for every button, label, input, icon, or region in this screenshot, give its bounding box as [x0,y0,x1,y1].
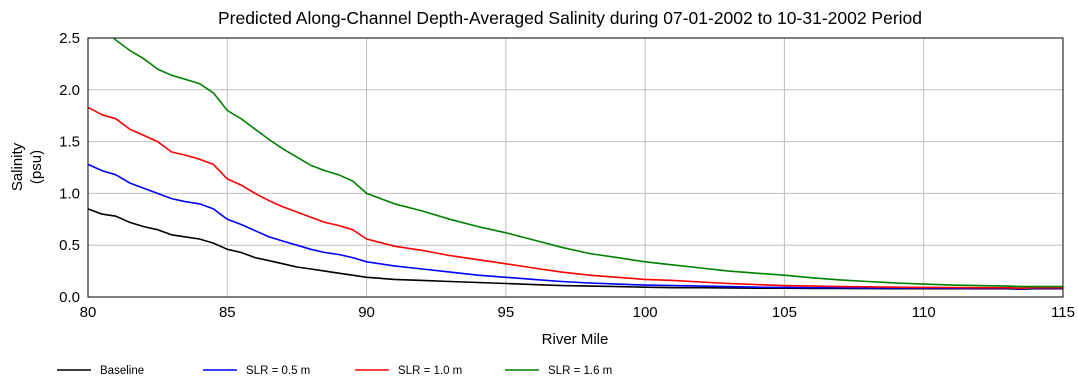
axis-ticks: 80 85 90 95 100 105 110 115 0.0 0.5 1.0 1.5 2.0 2.5 [59,30,1075,321]
series-line-baseline [88,208,1063,291]
y-tick-label: 0.0 [59,289,80,306]
plot-area-frame [87,37,1064,298]
x-tick-label: 85 [219,304,236,321]
legend-label-slr-0-5-m: SLR = 0.5 m [246,365,310,377]
x-tick-label: 100 [633,304,658,321]
x-tick-label: 95 [498,304,515,321]
y-axis-label-line1: Salinity [9,142,26,191]
x-tick-label: 90 [358,304,375,321]
y-tick-label: 1.5 [59,134,80,151]
series-line-slr-0-5-m [88,163,1063,290]
series-layer [88,38,1063,291]
y-axis-label-line2: (psu) [28,150,45,184]
series-line-slr-1-0-m [88,106,1063,290]
x-tick-label: 80 [80,304,97,321]
x-axis-label: River Mile [542,331,609,348]
grid-lines [87,37,1064,298]
y-tick-label: 2.0 [59,82,80,99]
legend: Baseline SLR = 0.5 m SLR = 1.0 m SLR = 1.6 … [57,365,612,377]
x-tick-label: 115 [1051,304,1075,321]
legend-label-baseline: Baseline [100,365,144,377]
y-tick-label: 0.5 [59,237,80,254]
y-tick-label: 1.0 [59,185,80,202]
x-tick-label: 110 [912,304,936,321]
series-line-slr-1-6-m [112,38,1063,288]
y-tick-label: 2.5 [59,30,80,47]
legend-label-slr-1-6-m: SLR = 1.6 m [548,365,612,377]
x-tick-label: 105 [772,304,797,321]
legend-label-slr-1-0-m: SLR = 1.0 m [398,365,462,377]
chart-title: Predicted Along-Channel Depth-Averaged S… [218,8,922,28]
